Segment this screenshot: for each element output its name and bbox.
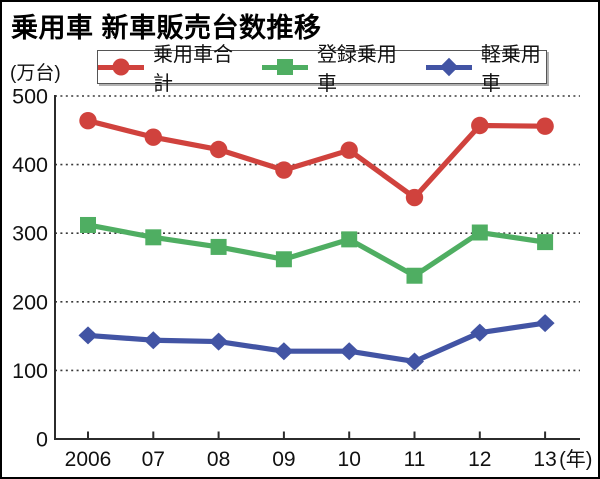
data-point-marker [406,267,423,284]
legend-item-passenger-total: 乗用車合計 [98,38,236,96]
x-tick-label: 12 [468,448,491,471]
circle-marker-icon [98,57,144,77]
data-point-marker [274,342,294,361]
data-point-marker [339,342,359,361]
y-tick-label: 100 [12,359,48,383]
series-line-2 [85,320,548,365]
data-point-marker [405,352,424,371]
data-point-marker [209,332,229,351]
data-point-marker [144,128,162,146]
data-point-marker [78,326,98,345]
data-point-marker [145,229,162,246]
data-point-marker [340,141,358,159]
chart-title: 乗用車 新車販売台数推移 [11,13,322,43]
data-point-marker [536,117,554,135]
data-point-marker [537,234,554,251]
y-tick-label: 300 [12,222,48,246]
y-tick-label: 0 [36,428,48,452]
data-point-marker [405,188,424,207]
x-tick-label: 07 [142,448,165,471]
data-point-marker [209,140,228,159]
x-tick-label: 10 [338,448,361,471]
data-point-marker [275,251,292,268]
legend-label: 軽乗用車 [480,44,541,95]
data-point-marker [210,238,227,255]
y-tick-label: 400 [12,153,48,177]
legend: 乗用車合計 登録乗用車 軽乗用車 [97,44,547,95]
diamond-marker-icon [425,57,472,77]
data-point-marker [470,323,490,342]
legend-label: 登録乗用車 [316,44,397,95]
data-point-marker [535,314,555,333]
x-tick-label: 2006 [65,448,112,471]
x-tick-label: 08 [207,448,230,471]
data-point-marker [471,224,488,241]
series-line-1 [85,222,548,279]
data-point-marker [143,331,163,350]
series-line-0 [85,118,548,201]
data-point-marker [275,161,293,179]
x-tick-label: 11 [404,448,426,471]
data-point-marker [80,216,96,233]
y-tick-label: 200 [12,290,48,314]
square-marker-icon [261,57,308,77]
legend-label: 乗用車合計 [153,44,233,95]
data-point-marker [341,231,358,248]
data-point-marker [471,116,489,135]
x-axis-unit-suffix: (年) [559,448,592,471]
data-point-marker [79,111,97,130]
y-tick-label: 500 [12,85,48,109]
x-tick-label: 13 [533,448,556,471]
legend-item-registered-passenger: 登録乗用車 [261,38,400,96]
x-tick-label: 09 [272,448,295,471]
legend-item-kei-passenger: 軽乗用車 [425,38,546,96]
y-axis-unit-label: (万台) [10,63,61,84]
